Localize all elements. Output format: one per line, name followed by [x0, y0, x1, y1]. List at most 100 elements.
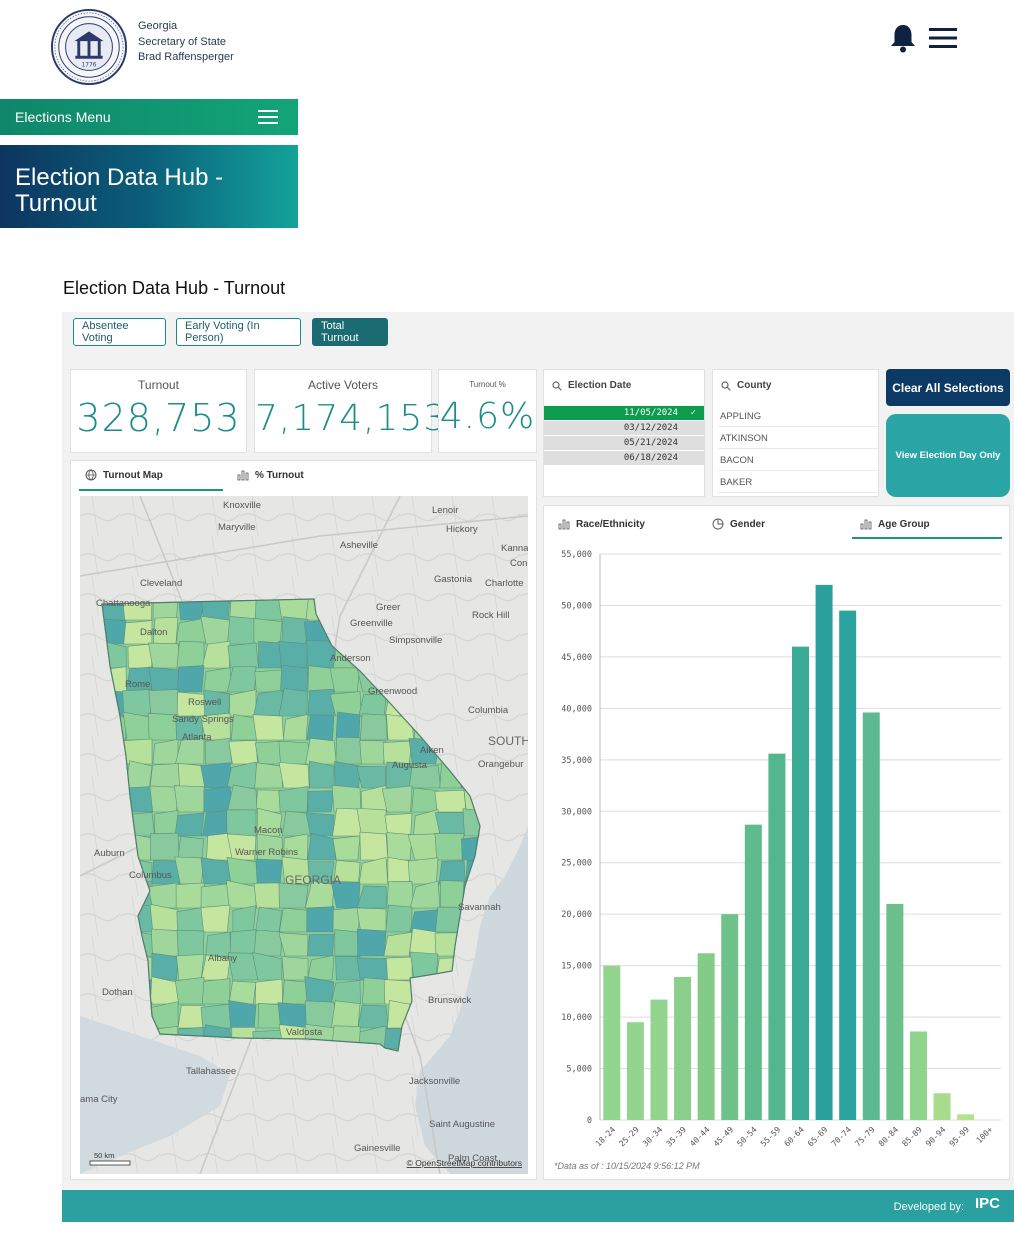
county-shape[interactable] — [173, 785, 208, 813]
county-shape[interactable] — [282, 979, 309, 1005]
tab-gender[interactable]: Gender — [712, 518, 765, 530]
county-shape[interactable] — [204, 737, 233, 765]
county-shape[interactable] — [176, 954, 205, 981]
county-shape[interactable] — [254, 669, 283, 693]
county-shape[interactable] — [201, 978, 231, 1005]
bar-18-24[interactable] — [603, 965, 621, 1120]
county-shape[interactable] — [356, 907, 387, 933]
county-shape[interactable] — [309, 760, 335, 789]
county-shape[interactable] — [359, 831, 389, 861]
turnout-map[interactable]: Knoxville Maryville Lenoir Hickory Asheville… — [80, 496, 528, 1174]
county-shape[interactable] — [385, 904, 413, 933]
county-shape[interactable] — [356, 957, 389, 981]
county-shape[interactable] — [125, 760, 153, 789]
county-shape[interactable] — [151, 952, 179, 981]
county-shape[interactable] — [335, 711, 361, 741]
county-shape[interactable] — [381, 785, 413, 813]
county-shape[interactable] — [232, 905, 257, 933]
county-shape[interactable] — [176, 641, 205, 669]
county-shape[interactable] — [200, 615, 233, 645]
bar-50-54[interactable] — [744, 824, 762, 1120]
county-shape[interactable] — [148, 666, 180, 693]
county-shape[interactable] — [254, 978, 283, 1005]
county-shape[interactable] — [332, 907, 361, 933]
county-shape[interactable] — [177, 836, 205, 861]
county-item[interactable]: ATKINSON — [718, 428, 878, 449]
county-shape[interactable] — [277, 1002, 309, 1029]
county-shape[interactable] — [331, 1000, 361, 1029]
county-shape[interactable] — [200, 883, 231, 909]
county-shape[interactable] — [228, 980, 257, 1005]
county-shape[interactable] — [306, 906, 335, 933]
county-shape[interactable] — [176, 906, 206, 933]
county-shape[interactable] — [228, 740, 258, 765]
county-shape[interactable] — [434, 811, 465, 837]
tab-absentee-voting[interactable]: Absentee Voting — [73, 318, 166, 346]
county-shape[interactable] — [307, 790, 335, 813]
ipc-logo[interactable]: IPC — [975, 1195, 1000, 1212]
tab-early-voting[interactable]: Early Voting (In Person) — [176, 318, 301, 346]
county-shape[interactable] — [225, 879, 257, 909]
county-item[interactable]: BAKER — [718, 472, 878, 493]
county-shape[interactable] — [174, 812, 205, 837]
county-shape[interactable] — [280, 664, 309, 693]
county-shape[interactable] — [305, 737, 337, 765]
county-item[interactable]: BACON — [718, 450, 878, 471]
county-shape[interactable] — [356, 928, 387, 957]
county-shape[interactable] — [462, 808, 490, 837]
county-shape[interactable] — [307, 955, 335, 981]
bar-55-59[interactable] — [768, 753, 786, 1120]
county-shape[interactable] — [281, 956, 309, 981]
county-shape[interactable] — [305, 812, 335, 837]
bar-65-69[interactable] — [815, 584, 833, 1120]
county-shape[interactable] — [176, 665, 205, 693]
county-shape[interactable] — [434, 789, 467, 813]
county-shape[interactable] — [226, 857, 259, 885]
county-shape[interactable] — [383, 931, 413, 957]
county-shape[interactable] — [281, 616, 309, 645]
bar-95-99[interactable] — [957, 1114, 975, 1120]
county-shape[interactable] — [330, 980, 361, 1005]
county-shape[interactable] — [253, 882, 284, 909]
election-date-item-selected[interactable]: 11/05/2024 ✓ — [544, 406, 704, 420]
bar-90-94[interactable] — [933, 1093, 951, 1120]
county-item[interactable]: APPLING — [718, 406, 878, 427]
county-shape[interactable] — [226, 809, 257, 837]
county-shape[interactable] — [282, 713, 309, 741]
clear-all-selections-button[interactable]: Clear All Selections — [886, 369, 1010, 406]
county-shape[interactable] — [151, 860, 180, 885]
county-shape[interactable] — [253, 929, 283, 957]
county-shape[interactable] — [278, 785, 309, 813]
county-shape[interactable] — [154, 810, 179, 837]
county-shape[interactable] — [148, 689, 179, 717]
county-shape[interactable] — [253, 689, 284, 717]
county-shape[interactable] — [358, 694, 387, 717]
bar-40-44[interactable] — [697, 953, 715, 1120]
county-shape[interactable] — [147, 882, 180, 909]
county-shape[interactable] — [386, 832, 413, 861]
county-shape[interactable] — [306, 714, 335, 741]
county-shape[interactable] — [253, 618, 283, 645]
county-shape[interactable] — [334, 929, 361, 957]
bar-30-34[interactable] — [650, 999, 668, 1120]
county-shape[interactable] — [360, 785, 388, 813]
county-shape[interactable] — [254, 762, 283, 789]
county-shape[interactable] — [149, 763, 181, 789]
county-shape[interactable] — [252, 714, 284, 741]
county-shape[interactable] — [176, 929, 205, 957]
county-shape[interactable] — [255, 858, 283, 885]
bar-75-79[interactable] — [862, 712, 880, 1120]
elections-menu-bar[interactable]: Elections Menu — [0, 99, 298, 135]
county-shape[interactable] — [227, 616, 257, 645]
county-shape[interactable] — [356, 807, 388, 837]
county-shape[interactable] — [278, 688, 309, 717]
county-shape[interactable] — [227, 642, 259, 669]
county-shape[interactable] — [385, 956, 413, 981]
county-shape[interactable] — [356, 765, 387, 789]
bar-80-84[interactable] — [886, 903, 904, 1120]
county-shape[interactable] — [127, 643, 153, 669]
county-shape[interactable] — [278, 762, 310, 789]
county-shape[interactable] — [386, 881, 414, 909]
county-shape[interactable] — [174, 976, 205, 1005]
hamburger-menu-icon[interactable] — [928, 26, 958, 50]
